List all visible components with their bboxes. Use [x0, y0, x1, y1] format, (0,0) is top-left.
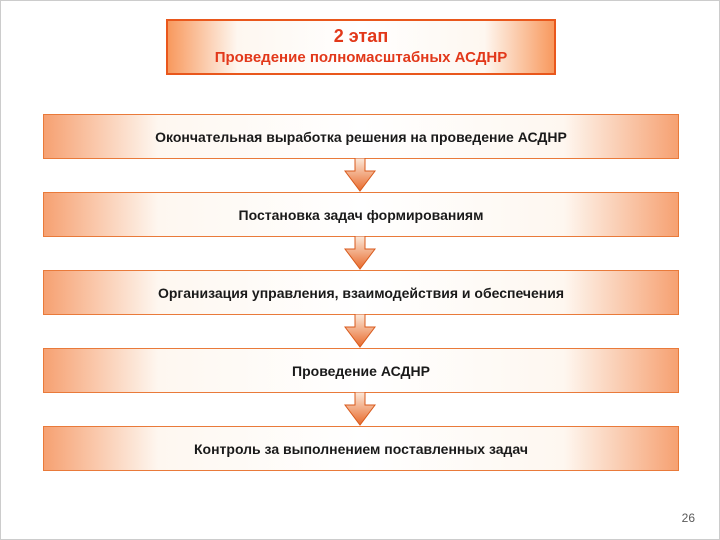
arrow-down-icon [343, 158, 377, 192]
step-box: Организация управления, взаимодействия и… [43, 270, 679, 315]
step-label: Организация управления, взаимодействия и… [158, 285, 564, 301]
arrow-down-icon [343, 392, 377, 426]
step-box: Контроль за выполнением поставленных зад… [43, 426, 679, 471]
step-label: Проведение АСДНР [292, 363, 430, 379]
stage-header: 2 этап Проведение полномасштабных АСДНР [166, 19, 556, 75]
step-label: Постановка задач формированиям [239, 207, 484, 223]
step-box: Постановка задач формированиям [43, 192, 679, 237]
step-box: Проведение АСДНР [43, 348, 679, 393]
step-label: Окончательная выработка решения на прове… [155, 129, 567, 145]
stage-subtitle: Проведение полномасштабных АСДНР [215, 48, 508, 68]
step-box: Окончательная выработка решения на прове… [43, 114, 679, 159]
arrow-down-icon [343, 314, 377, 348]
page-number: 26 [682, 511, 695, 525]
arrow-down-icon [343, 236, 377, 270]
stage-title: 2 этап [334, 26, 388, 48]
step-label: Контроль за выполнением поставленных зад… [194, 441, 528, 457]
